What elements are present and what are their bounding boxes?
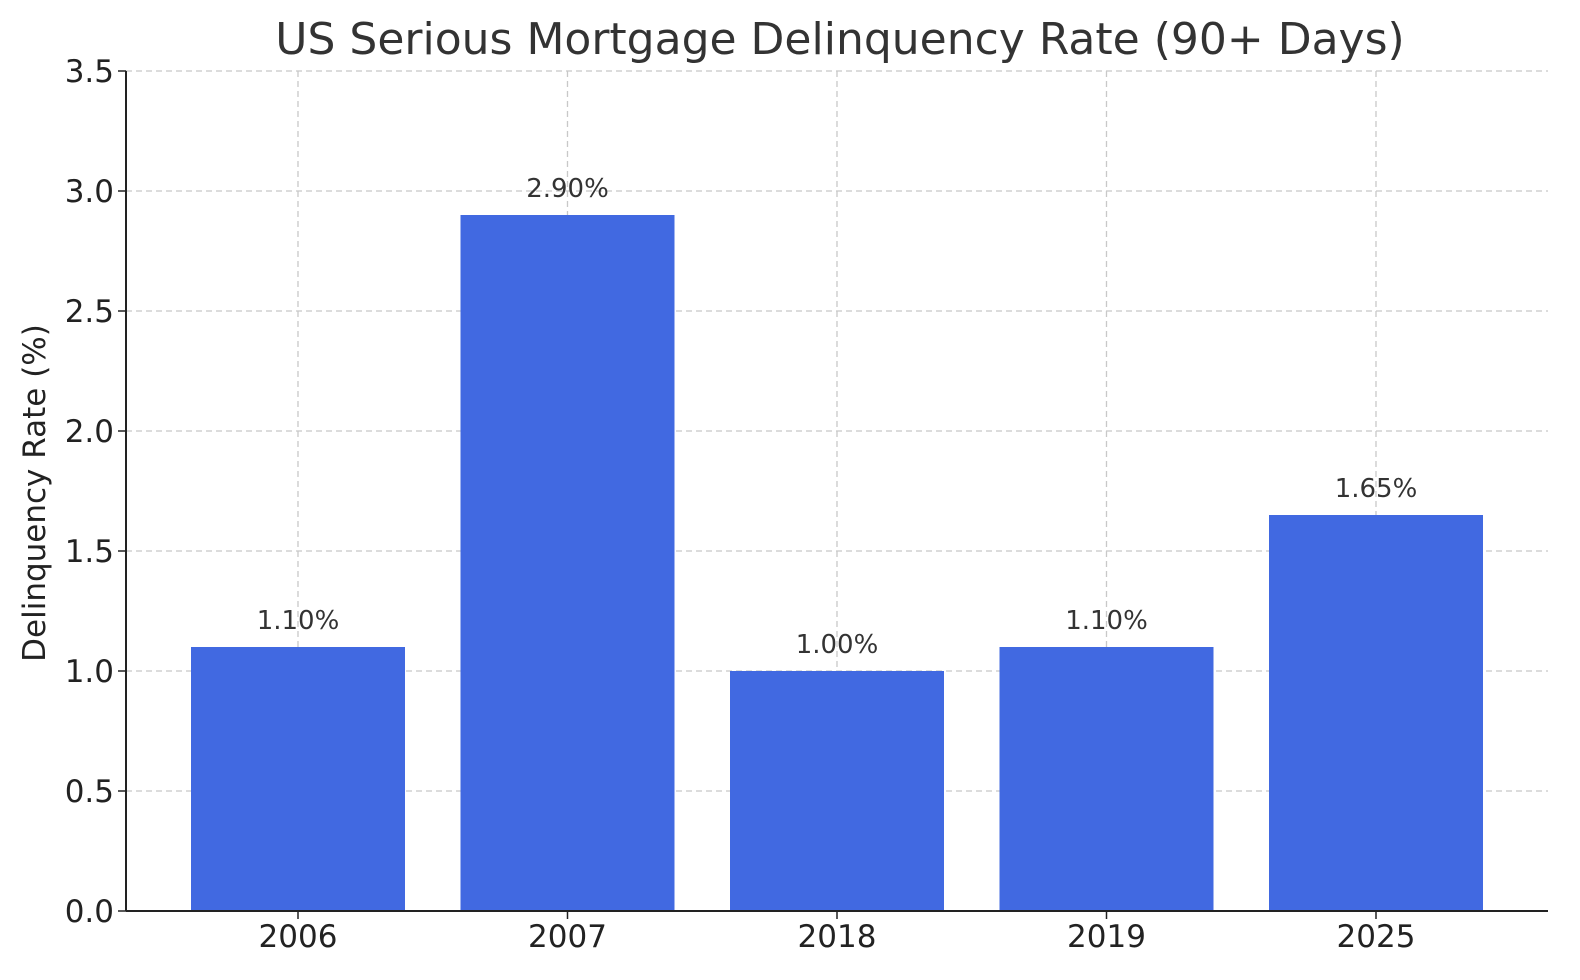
data-label-2025: 1.65% (1335, 474, 1418, 504)
x-tick-label: 2025 (1337, 919, 1416, 955)
data-label-2006: 1.10% (257, 606, 340, 636)
y-tick-label: 2.5 (65, 294, 114, 330)
bar-2025 (1269, 515, 1483, 911)
data-labels: 1.10% 2.90% 1.00% 1.10% 1.65% (257, 174, 1418, 660)
bar-2019 (999, 647, 1214, 911)
y-axis-label: Delinquency Rate (%) (17, 324, 53, 662)
x-tick-label: 2018 (798, 919, 877, 955)
chart-title: US Serious Mortgage Delinquency Rate (90… (275, 14, 1404, 65)
data-label-2019: 1.10% (1065, 606, 1148, 636)
y-tick-label: 2.0 (65, 414, 114, 450)
bar-2006 (191, 647, 405, 911)
data-label-2018: 1.00% (796, 630, 879, 660)
bars (191, 215, 1483, 911)
x-tick-label: 2019 (1067, 919, 1146, 955)
bar-2007 (460, 215, 675, 911)
y-tick-label: 3.5 (65, 54, 114, 90)
x-tick-label: 2007 (528, 919, 607, 955)
y-tick-label: 3.0 (65, 174, 114, 210)
y-tick-label: 0.0 (65, 894, 114, 930)
y-tick-label: 1.5 (65, 534, 114, 570)
bar-2018 (730, 671, 944, 911)
data-label-2007: 2.90% (526, 174, 609, 204)
y-tick-label: 1.0 (65, 654, 114, 690)
y-tick-label: 0.5 (65, 774, 114, 810)
x-tick-label: 2006 (259, 919, 338, 955)
ticks: 0.0 0.5 1.0 1.5 2.0 2.5 3.0 3.5 2006 2007 2018 2019… (65, 54, 1416, 955)
